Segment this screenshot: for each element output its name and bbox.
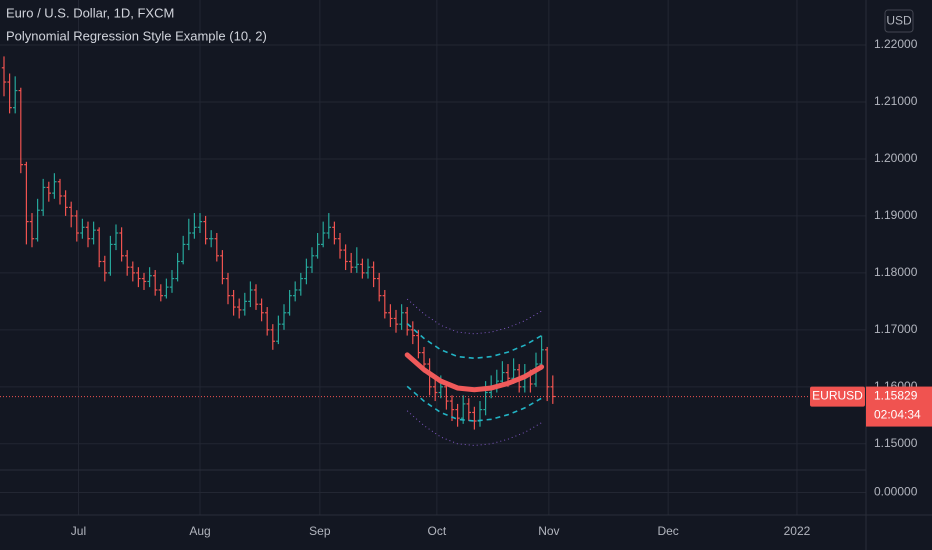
y-tick-label: 1.21000 <box>874 94 918 108</box>
symbol-title: Euro / U.S. Dollar, 1D, FXCM <box>6 5 174 20</box>
outer-band <box>406 410 542 447</box>
currency-button[interactable] <box>884 9 914 33</box>
x-tick-label: Jul <box>71 524 86 538</box>
price-tag <box>866 386 932 427</box>
x-tick-label: Nov <box>538 524 559 538</box>
grid <box>0 0 866 515</box>
symbol-tag <box>810 386 865 407</box>
x-tick-label: Oct <box>428 524 447 538</box>
indicator-title: Polynomial Regression Style Example (10,… <box>6 28 267 43</box>
y-tick-label: 1.19000 <box>874 208 918 222</box>
price-tag-text: 1.15829 <box>874 389 918 403</box>
x-tick-label: Dec <box>657 524 678 538</box>
x-tick-label: 2022 <box>784 524 811 538</box>
y-tick-label: 1.17000 <box>874 322 918 336</box>
currency-label[interactable]: USD <box>886 14 912 28</box>
regression-line <box>404 352 545 393</box>
y-tick-label: 1.22000 <box>874 37 918 51</box>
y-tick-label: 1.20000 <box>874 151 918 165</box>
outer-band <box>406 298 542 335</box>
x-tick-label: Aug <box>189 524 210 538</box>
inner-band <box>406 322 542 360</box>
countdown-text: 02:04:34 <box>874 408 921 422</box>
y-tick-label: 1.15000 <box>874 436 918 450</box>
price-labels: EURUSD 1.15829 02:04:34 <box>810 386 932 427</box>
plot-area <box>0 56 866 447</box>
symbol-tag-text: EURUSD <box>812 389 863 403</box>
x-tick-label: Sep <box>309 524 331 538</box>
y-tick-label: 1.18000 <box>874 265 918 279</box>
inner-band <box>406 385 543 422</box>
y-tick-label: 0.00000 <box>874 485 918 499</box>
